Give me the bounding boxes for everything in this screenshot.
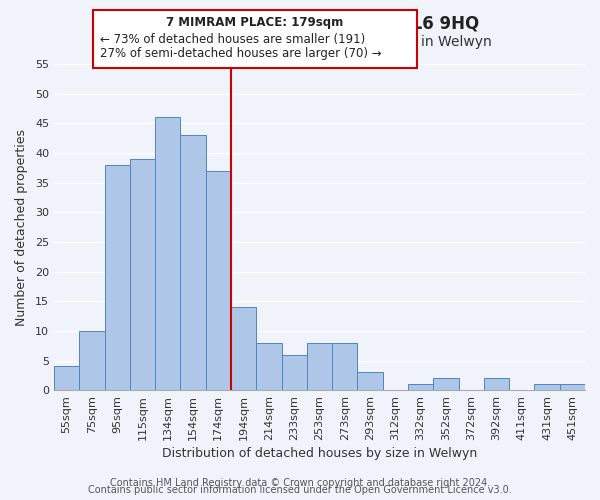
Y-axis label: Number of detached properties: Number of detached properties (15, 128, 28, 326)
Bar (79, 331, 104, 390)
Text: 7 MIMRAM PLACE: 179sqm: 7 MIMRAM PLACE: 179sqm (166, 16, 344, 29)
Bar (433, 378, 458, 390)
Bar (535, 384, 560, 390)
Text: 7, MIMRAM PLACE, WELWYN, AL6 9HQ: 7, MIMRAM PLACE, WELWYN, AL6 9HQ (121, 15, 479, 33)
Text: Contains HM Land Registry data © Crown copyright and database right 2024.: Contains HM Land Registry data © Crown c… (110, 478, 490, 488)
Text: Size of property relative to detached houses in Welwyn: Size of property relative to detached ho… (108, 35, 492, 49)
Bar (408, 384, 433, 390)
Text: Contains public sector information licensed under the Open Government Licence v3: Contains public sector information licen… (88, 485, 512, 495)
Bar (307, 342, 332, 390)
Bar (332, 342, 358, 390)
Bar (155, 118, 181, 390)
Text: ← 73% of detached houses are smaller (191): ← 73% of detached houses are smaller (19… (100, 32, 365, 46)
Bar (484, 378, 509, 390)
X-axis label: Distribution of detached houses by size in Welwyn: Distribution of detached houses by size … (162, 447, 477, 460)
Bar (130, 159, 155, 390)
Bar (206, 171, 231, 390)
Bar (231, 307, 256, 390)
Bar (54, 366, 79, 390)
Bar (560, 384, 585, 390)
Bar (104, 165, 130, 390)
Bar (256, 342, 281, 390)
Text: 27% of semi-detached houses are larger (70) →: 27% of semi-detached houses are larger (… (100, 48, 382, 60)
Bar (181, 135, 206, 390)
Bar (358, 372, 383, 390)
Bar (281, 354, 307, 390)
